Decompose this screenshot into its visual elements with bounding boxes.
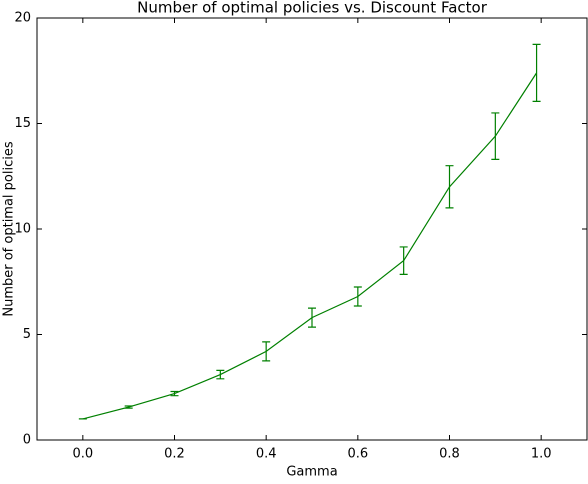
error-bar (170, 390, 179, 397)
y-tick-label: 10 (14, 222, 31, 237)
error-bar (532, 43, 541, 102)
y-tick-label: 20 (14, 11, 31, 26)
y-tick-label: 15 (14, 116, 31, 131)
error-bar (308, 307, 316, 328)
error-bar (491, 112, 500, 160)
error-bar (445, 165, 454, 209)
x-tick-label: 0.8 (439, 447, 460, 462)
x-tick-label: 0.2 (164, 447, 185, 462)
error-bar (399, 246, 408, 275)
plot-frame (36, 17, 588, 441)
x-tick-label: 0.4 (256, 447, 277, 462)
y-tick-label: 5 (23, 327, 31, 342)
x-tick-label: 0.6 (347, 447, 368, 462)
chart-title: Number of optimal policies vs. Discount … (137, 0, 488, 17)
y-tick-label: 0 (23, 433, 31, 448)
x-tick-label: 0.0 (72, 447, 93, 462)
line (82, 72, 538, 420)
y-axis-label: Number of optimal policies (2, 141, 17, 316)
error-bar (124, 405, 133, 409)
x-tick-label: 1.0 (531, 447, 552, 462)
error-bar (262, 341, 271, 362)
error-bar (216, 369, 225, 380)
error-bar (353, 286, 362, 307)
x-axis-label: Gamma (286, 465, 337, 480)
